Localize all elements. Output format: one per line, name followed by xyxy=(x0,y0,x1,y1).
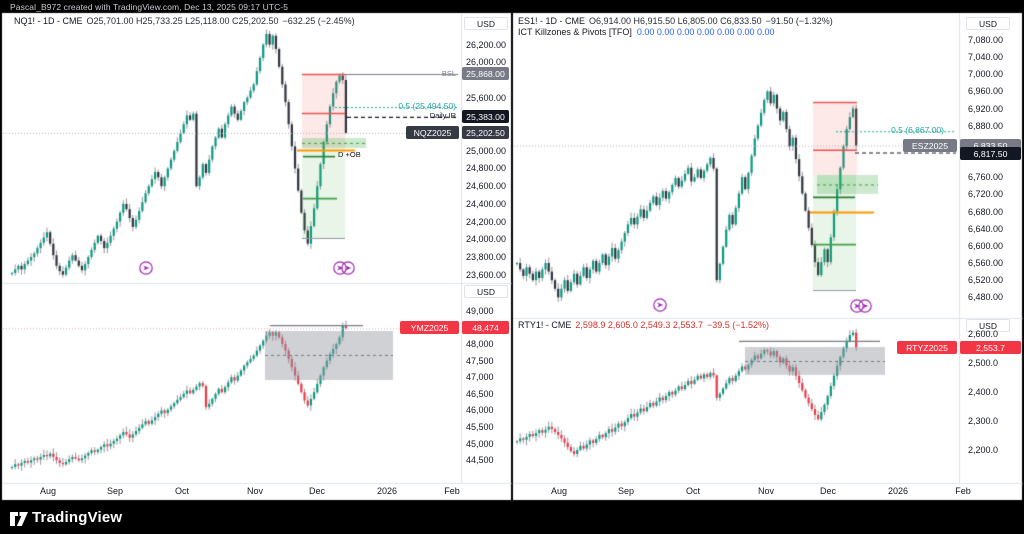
nq-price-tick: 26,000.00 xyxy=(466,57,507,68)
es-price-tick: 6,680.00 xyxy=(968,206,1004,217)
ym-price-tick: 47,500 xyxy=(466,355,494,366)
nq-price-tick: 24,200.00 xyxy=(466,216,507,227)
rty-last-price-label: 2,553.7 xyxy=(960,341,1021,354)
rty-price-tick: 2,500.0 xyxy=(968,358,999,368)
es-fib-label: 0.5 (6,867.00) xyxy=(891,125,944,135)
nq-price-tick: 24,600.00 xyxy=(466,181,507,192)
nq-bsl-price-label: 25,868.00 xyxy=(462,67,509,80)
nq-price-tick: 26,200.00 xyxy=(466,39,507,50)
nq-legend[interactable]: NQ1! - 1D - CME O25,701.00 H25,733.25 L25… xyxy=(14,16,355,26)
nq-price-tick: 24,000.00 xyxy=(466,234,507,245)
es-price-tick: 6,560.00 xyxy=(968,258,1004,268)
rty-chart-pane[interactable] xyxy=(514,319,956,482)
es-indicator-legend[interactable]: ICT Killzones & Pivots [TFO] 0.00 0.00 0.… xyxy=(518,27,775,37)
nq-price-tick: 25,000.00 xyxy=(466,145,507,156)
time-axis-month: Aug xyxy=(550,486,568,496)
time-axis-month: 2026 xyxy=(376,486,398,496)
ym-chart-pane[interactable] xyxy=(3,284,458,482)
time-axis-month: Oct xyxy=(174,486,190,496)
ym-currency-badge[interactable]: USD xyxy=(464,285,508,298)
es-price-tick: 6,720.00 xyxy=(968,189,1004,200)
tradingview-logo-icon[interactable] xyxy=(9,510,29,528)
tradingview-brand-text[interactable]: TradingView xyxy=(32,509,123,526)
es-price-tick: 7,040.00 xyxy=(968,52,1004,62)
ym-contract-label: YMZ2025 xyxy=(400,321,459,334)
time-axis-month: Dec xyxy=(819,486,837,496)
ym-price-tick: 44,500 xyxy=(466,455,494,466)
rty-legend[interactable]: RTY1! - CME 2,598.9 2,605.0 2,549.3 2,553… xyxy=(518,320,769,330)
es-indicator-title: ICT Killzones & Pivots [TFO] xyxy=(518,27,632,37)
es-price-tick: 6,600.00 xyxy=(968,240,1004,251)
ym-price-tick: 45,000 xyxy=(466,438,494,449)
nq-chart-pane[interactable] xyxy=(3,14,458,282)
es-symbol-title: ES1! - 1D - CME xyxy=(518,16,586,26)
time-axis-month: Dec xyxy=(308,486,326,496)
rty-currency-badge[interactable]: USD xyxy=(966,319,1010,332)
time-axis-month: Feb xyxy=(955,486,971,496)
right-time-axis[interactable]: Aug Sep Oct Nov Dec 2026 Feb xyxy=(514,486,971,498)
time-axis-month: Oct xyxy=(685,486,701,496)
es-price-tick: 6,760.00 xyxy=(968,172,1004,183)
es-price-tick: 6,920.00 xyxy=(968,103,1004,114)
rty-symbol-title: RTY1! - CME xyxy=(518,320,572,330)
es-price-tick: 6,640.00 xyxy=(968,223,1004,234)
nq-fib-label: 0.5 (25,494.50) xyxy=(398,101,456,111)
rty-price-tick: 2,200.0 xyxy=(968,444,999,455)
nq-daily-ir-label: Daily IR xyxy=(429,111,456,120)
nq-contract-label: NQZ2025 xyxy=(406,126,459,139)
rty-price-tick: 2,600.0 xyxy=(968,329,999,339)
nq-symbol-title: NQ1! - 1D - CME xyxy=(14,16,83,26)
nq-price-tick: 24,400.00 xyxy=(466,198,507,209)
nq-last-price-label: 25,202.50 xyxy=(462,126,509,139)
es-legend[interactable]: ES1! - 1D - CME O6,914.00 H6,915.50 L6,80… xyxy=(518,16,833,26)
nq-price-tick: 25,600.00 xyxy=(466,92,507,103)
es-price-tick: 6,520.00 xyxy=(968,275,1004,286)
nq-daily-ir-price-label: 25,383.00 xyxy=(462,110,509,123)
left-time-axis[interactable]: Aug Sep Oct Nov Dec 2026 Feb xyxy=(3,486,460,498)
ym-price-tick: 46,000 xyxy=(466,405,494,416)
time-axis-month: 2026 xyxy=(887,486,909,496)
es-price-tick: 6,960.00 xyxy=(968,86,1004,97)
es-price-tick: 6,480.00 xyxy=(968,292,1004,303)
nq-price-tick: 23,800.00 xyxy=(466,251,507,262)
es-indicator-values: 0.00 0.00 0.00 0.00 0.00 0.00 0.00 xyxy=(636,27,775,37)
time-axis-month: Nov xyxy=(246,486,264,496)
ym-price-tick: 46,500 xyxy=(466,388,494,399)
es-contract-label: ESZ2025 xyxy=(903,139,957,152)
nq-change-value: −632.25 (−2.45%) xyxy=(282,16,355,26)
ym-price-tick: 48,000 xyxy=(466,339,494,349)
time-axis-month: Nov xyxy=(757,486,775,496)
rty-change-value: −39.5 (−1.52%) xyxy=(706,320,770,330)
time-axis-month: Feb xyxy=(444,486,460,496)
ym-price-tick: 45,500 xyxy=(466,422,494,433)
nq-currency-badge[interactable]: USD xyxy=(464,17,508,30)
nq-ohlc-values: O25,701.00 H25,733.25 L25,118.00 C25,202… xyxy=(86,16,279,26)
rty-price-tick: 2,300.0 xyxy=(968,415,999,426)
time-axis-month: Sep xyxy=(617,486,635,496)
attribution-text: Pascal_B972 created with TradingView.com… xyxy=(10,2,289,12)
es-change-value: −91.50 (−1.32%) xyxy=(765,16,833,26)
es-currency-badge[interactable]: USD xyxy=(966,17,1010,30)
rty-contract-label: RTYZ2025 xyxy=(897,341,957,354)
rty-price-tick: 2,400.0 xyxy=(968,386,999,397)
es-price-tick: 6,880.00 xyxy=(968,120,1004,131)
nq-order-block-label: D +OB xyxy=(338,150,361,159)
rty-ohlc-values: 2,598.9 2,605.0 2,549.3 2,553.7 xyxy=(575,320,703,330)
es-price-tick: 7,080.00 xyxy=(968,34,1004,45)
time-axis-month: Aug xyxy=(39,486,57,496)
ym-last-price-label: 48,474 xyxy=(462,321,509,334)
es-chart-pane[interactable] xyxy=(514,14,956,316)
nq-bsl-label: BSL xyxy=(441,69,456,78)
ym-price-tick: 49,000 xyxy=(466,305,494,316)
es-ohlc-values: O6,914.00 H6,915.50 L6,805.00 C6,833.50 xyxy=(589,16,762,26)
nq-price-tick: 24,800.00 xyxy=(466,163,507,174)
es-price-tick: 7,000.00 xyxy=(968,69,1004,80)
time-axis-month: Sep xyxy=(106,486,124,496)
ym-price-tick: 47,000 xyxy=(466,372,494,383)
es-dash-price-label: 6,817.50 xyxy=(960,147,1021,160)
nq-price-tick: 23,600.00 xyxy=(466,269,507,280)
